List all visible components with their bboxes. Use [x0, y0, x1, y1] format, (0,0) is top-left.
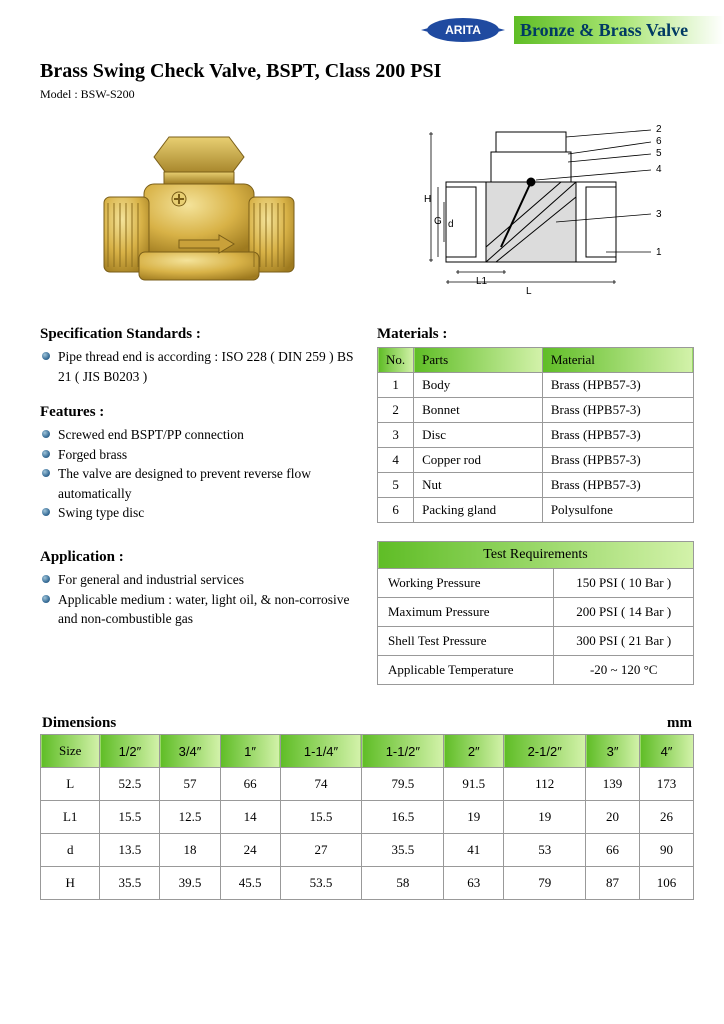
application-list: For general and industrial services Appl… — [40, 570, 357, 629]
callout-3: 3 — [656, 209, 662, 220]
list-item: For general and industrial services — [42, 570, 357, 590]
dimensions-unit: mm — [667, 715, 692, 732]
table-row: 1BodyBrass (HPB57-3) — [378, 373, 694, 398]
table-row: Applicable Temperature-20 ~ 120 °C — [378, 656, 694, 685]
technical-diagram: H L L1 d G — [377, 112, 694, 312]
table-row: d 13.518242735.541536690 — [41, 834, 694, 867]
table-row: Shell Test Pressure300 PSI ( 21 Bar ) — [378, 627, 694, 656]
list-item: Swing type disc — [42, 503, 357, 523]
dim-G: G — [434, 216, 442, 227]
dim-d: d — [448, 219, 454, 230]
callout-2: 2 — [656, 124, 662, 135]
dim-H: H — [424, 194, 431, 205]
model-label: Model : BSW-S200 — [40, 87, 694, 102]
product-photo — [40, 112, 357, 312]
dimensions-table: Size 1/2″ 3/4″ 1″ 1-1/4″ 1-1/2″ 2″ 2-1/2… — [40, 734, 694, 900]
features-list: Screwed end BSPT/PP connection Forged br… — [40, 425, 357, 523]
table-row: 3DiscBrass (HPB57-3) — [378, 423, 694, 448]
dim-L1: L1 — [476, 276, 488, 287]
page-title: Brass Swing Check Valve, BSPT, Class 200… — [40, 60, 694, 83]
brand-text: ARITA — [445, 23, 481, 37]
spec-list: Pipe thread end is according : ISO 228 (… — [40, 347, 357, 386]
col-parts: Parts — [414, 348, 543, 373]
table-row: 6Packing glandPolysulfone — [378, 498, 694, 523]
table-row: 5NutBrass (HPB57-3) — [378, 473, 694, 498]
col-material: Material — [542, 348, 693, 373]
test-heading: Test Requirements — [378, 542, 694, 569]
table-row: Working Pressure150 PSI ( 10 Bar ) — [378, 569, 694, 598]
test-requirements-table: Test Requirements Working Pressure150 PS… — [377, 541, 694, 685]
header-bar: ARITA Bronze & Brass Valve — [0, 10, 724, 50]
table-row: 2BonnetBrass (HPB57-3) — [378, 398, 694, 423]
callout-1: 1 — [656, 247, 662, 258]
table-row: 4Copper rodBrass (HPB57-3) — [378, 448, 694, 473]
col-size: Size — [41, 735, 100, 768]
list-item: The valve are designed to prevent revers… — [42, 464, 357, 503]
dimensions-heading: Dimensions — [42, 715, 116, 732]
materials-table: No. Parts Material 1BodyBrass (HPB57-3) … — [377, 347, 694, 523]
materials-heading: Materials : — [377, 326, 694, 343]
table-row: H 35.539.545.553.558637987106 — [41, 867, 694, 900]
table-row: Maximum Pressure200 PSI ( 14 Bar ) — [378, 598, 694, 627]
spec-heading: Specification Standards : — [40, 326, 357, 343]
callout-6: 6 — [656, 136, 662, 147]
application-heading: Application : — [40, 549, 357, 566]
table-row: L 52.557667479.591.5112139173 — [41, 768, 694, 801]
list-item: Forged brass — [42, 445, 357, 465]
features-heading: Features : — [40, 404, 357, 421]
list-item: Pipe thread end is according : ISO 228 (… — [42, 347, 357, 386]
brand-logo: ARITA — [418, 16, 508, 44]
list-item: Screwed end BSPT/PP connection — [42, 425, 357, 445]
col-no: No. — [378, 348, 414, 373]
callout-5: 5 — [656, 148, 662, 159]
table-row: L1 15.512.51415.516.519192026 — [41, 801, 694, 834]
list-item: Applicable medium : water, light oil, & … — [42, 590, 357, 629]
dim-L: L — [526, 286, 532, 297]
callout-4: 4 — [656, 164, 662, 175]
header-category: Bronze & Brass Valve — [514, 16, 724, 44]
